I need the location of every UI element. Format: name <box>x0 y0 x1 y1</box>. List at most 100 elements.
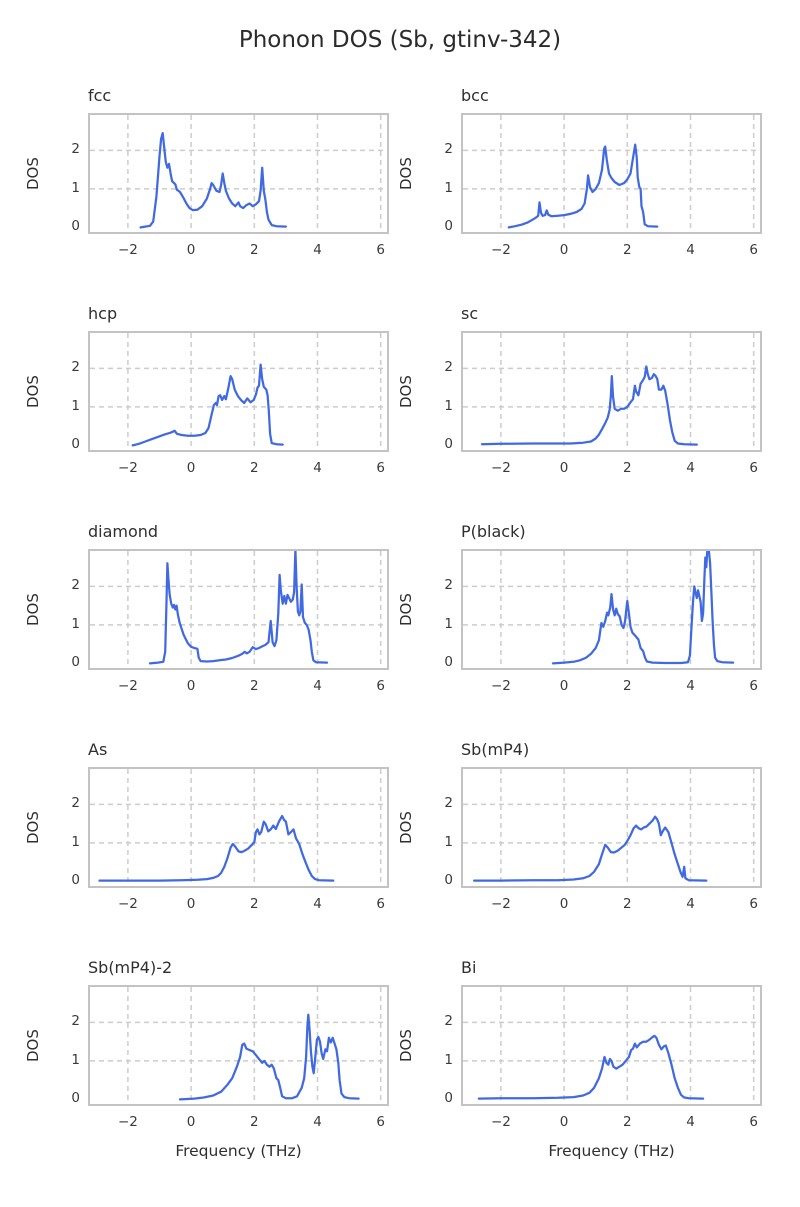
x-tick-label: 2 <box>250 460 259 476</box>
x-tick-label: 0 <box>559 678 569 694</box>
plot-area <box>461 767 762 888</box>
subplot-p-black: P(black) DOS 0 1 2 −2 0 2 4 6 <box>397 516 800 734</box>
y-tick-label: 2 <box>444 141 453 158</box>
x-tick-label: 0 <box>186 242 196 258</box>
y-tick-label: 0 <box>71 654 80 671</box>
x-axis-label: Frequency (THz) <box>175 1142 302 1160</box>
x-tick-label: −2 <box>490 1114 511 1130</box>
y-tick-label: 1 <box>444 179 453 196</box>
y-axis-label: DOS <box>397 593 415 626</box>
subplot-as: As DOS 0 1 2 −2 0 2 4 6 <box>0 734 400 952</box>
y-tick-label: 1 <box>444 615 453 632</box>
y-tick-label: 0 <box>444 654 453 671</box>
dos-curve <box>131 363 284 447</box>
x-tick-label: 2 <box>250 896 259 912</box>
subplot-sb-mp4-2: Sb(mP4)-2 DOS Frequency (THz) 0 1 2 −2 0 2 4 6 <box>0 952 400 1207</box>
y-tick-label: 2 <box>71 1013 80 1030</box>
x-tick-label: −2 <box>117 678 138 694</box>
x-tick-label: 2 <box>623 896 632 912</box>
x-tick-label: 6 <box>749 678 758 694</box>
y-axis-label: DOS <box>397 811 415 844</box>
x-tick-label: 2 <box>623 242 632 258</box>
y-axis-label: DOS <box>24 1029 42 1062</box>
x-tick-label: −2 <box>490 896 511 912</box>
subplot-title: fcc <box>88 86 112 105</box>
x-tick-label: −2 <box>490 460 511 476</box>
subplot-diamond: diamond DOS 0 1 2 −2 0 2 4 6 <box>0 516 400 734</box>
subplot-grid: fcc DOS 0 1 2 −2 0 2 4 6 bcc DOS 0 1 2 −2 0 2 4 6 hcp … <box>0 80 800 1207</box>
y-tick-label: 1 <box>71 1051 80 1068</box>
y-tick-label: 0 <box>444 218 453 235</box>
y-axis-label: DOS <box>24 157 42 190</box>
dos-curve <box>148 551 329 665</box>
x-tick-label: −2 <box>117 242 138 258</box>
x-tick-label: 2 <box>250 1114 259 1130</box>
x-tick-label: 2 <box>623 678 632 694</box>
y-axis-label: DOS <box>24 811 42 844</box>
subplot-hcp: hcp DOS 0 1 2 −2 0 2 4 6 <box>0 298 400 516</box>
plot-area <box>461 331 762 452</box>
plot-area <box>88 985 389 1106</box>
x-tick-label: 4 <box>686 896 695 912</box>
x-tick-label: 6 <box>376 242 385 258</box>
y-tick-label: 0 <box>444 872 453 889</box>
y-axis-label: DOS <box>397 1029 415 1062</box>
x-tick-label: 0 <box>186 678 196 694</box>
x-tick-label: −2 <box>490 678 511 694</box>
subplot-title: Sb(mP4) <box>461 740 530 759</box>
y-tick-label: 0 <box>71 218 80 235</box>
subplot-title: Sb(mP4)-2 <box>88 958 173 977</box>
y-tick-label: 2 <box>444 1013 453 1030</box>
dos-curve <box>551 551 735 665</box>
x-tick-label: 0 <box>559 242 569 258</box>
figure-title: Phonon DOS (Sb, gtinv-342) <box>238 27 562 53</box>
x-tick-label: 6 <box>376 896 385 912</box>
plot-area <box>88 549 389 670</box>
y-tick-label: 2 <box>71 359 80 376</box>
y-tick-label: 1 <box>444 397 453 414</box>
x-tick-label: 0 <box>559 896 569 912</box>
y-tick-label: 0 <box>71 872 80 889</box>
subplot-title: sc <box>461 304 479 323</box>
subplot-fcc: fcc DOS 0 1 2 −2 0 2 4 6 <box>0 80 400 298</box>
x-tick-label: 4 <box>686 1114 695 1130</box>
y-tick-label: 0 <box>71 1090 80 1107</box>
dos-curve <box>139 131 288 229</box>
x-tick-label: 4 <box>686 242 695 258</box>
subplot-title: bcc <box>461 86 489 105</box>
plot-area <box>88 767 389 888</box>
y-tick-label: 0 <box>444 1090 453 1107</box>
y-tick-label: 1 <box>444 1051 453 1068</box>
y-axis-label: DOS <box>24 593 42 626</box>
dos-curve <box>480 365 698 446</box>
y-tick-label: 2 <box>444 795 453 812</box>
subplot-sc: sc DOS 0 1 2 −2 0 2 4 6 <box>397 298 800 516</box>
x-tick-label: 6 <box>749 1114 758 1130</box>
x-tick-label: 0 <box>186 896 196 912</box>
y-tick-label: 2 <box>444 359 453 376</box>
subplot-title: As <box>88 740 108 759</box>
y-axis-label: DOS <box>24 375 42 408</box>
x-tick-label: −2 <box>117 1114 138 1130</box>
x-axis-label: Frequency (THz) <box>548 1142 675 1160</box>
plot-area <box>88 113 389 234</box>
subplot-bi: Bi DOS Frequency (THz) 0 1 2 −2 0 2 4 6 <box>397 952 800 1207</box>
x-tick-label: 2 <box>623 460 632 476</box>
dos-curve <box>472 815 708 882</box>
y-axis-label: DOS <box>397 157 415 190</box>
x-tick-label: 4 <box>686 678 695 694</box>
dos-curve <box>98 814 335 882</box>
subplot-title: diamond <box>88 522 159 541</box>
y-tick-label: 2 <box>71 577 80 594</box>
x-tick-label: 4 <box>313 678 322 694</box>
x-tick-label: 4 <box>686 460 695 476</box>
subplot-title: Bi <box>461 958 477 977</box>
dos-curve <box>507 143 659 229</box>
subplot-title: hcp <box>88 304 118 323</box>
y-tick-label: 1 <box>444 833 453 850</box>
y-tick-label: 1 <box>71 397 80 414</box>
x-tick-label: 4 <box>313 460 322 476</box>
x-tick-label: −2 <box>117 460 138 476</box>
y-tick-label: 2 <box>71 141 80 158</box>
